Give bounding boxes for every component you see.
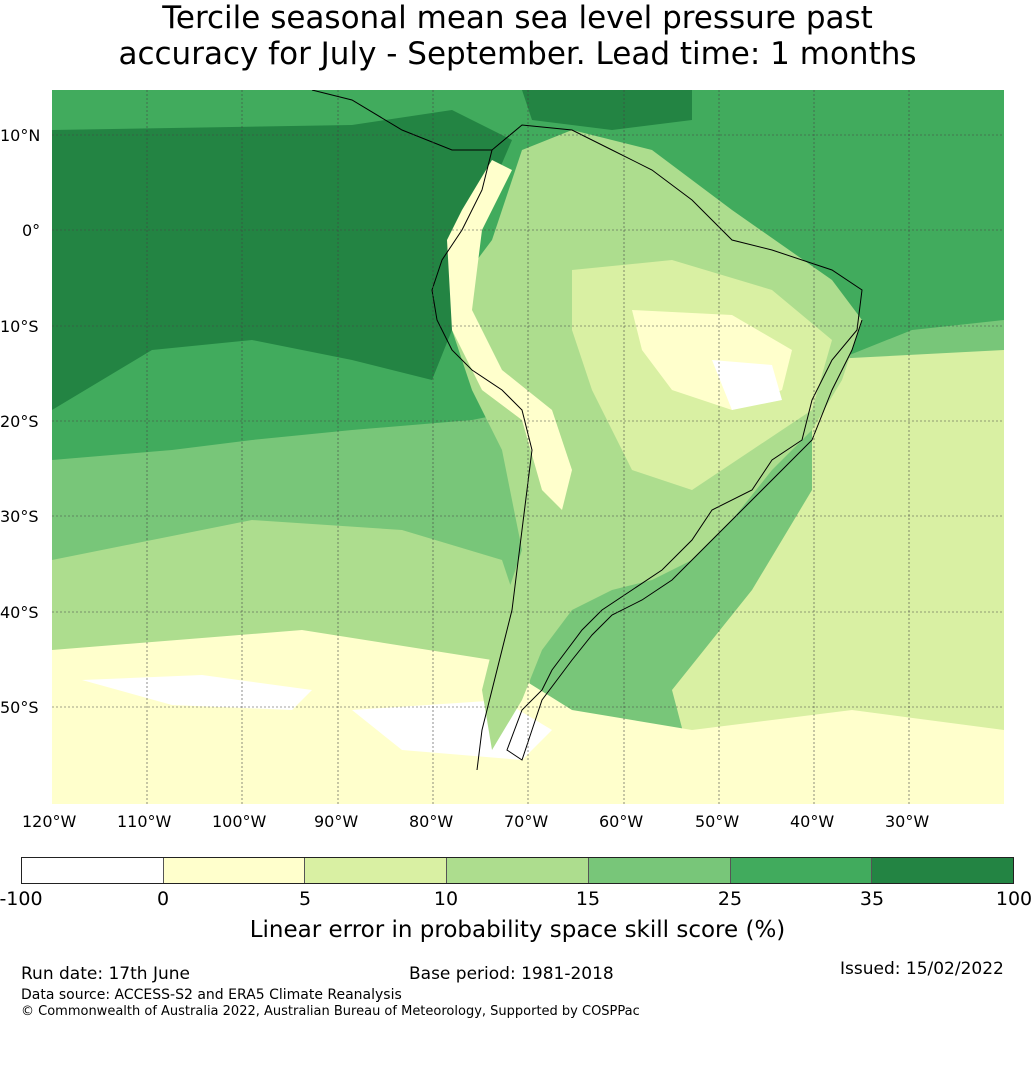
lon-label-70w: 70°W	[504, 812, 549, 831]
lon-label-50w: 50°W	[695, 812, 740, 831]
lon-label-30w: 30°W	[885, 812, 930, 831]
colorbar	[21, 857, 1014, 884]
map-canvas	[52, 90, 1004, 804]
chart-title: Tercile seasonal mean sea level pressure…	[0, 0, 1035, 72]
skill-zone-100-caribbean	[522, 90, 692, 130]
lat-label-30s: 30°S	[0, 507, 39, 526]
colorbar-tick: 100	[995, 888, 1033, 910]
colorbar-tick: -100	[0, 888, 43, 910]
title-line-2: accuracy for July - September. Lead time…	[118, 36, 917, 72]
lon-label-80w: 80°W	[409, 812, 454, 831]
skill-zone-neg-1	[82, 675, 312, 710]
colorbar-tick: 10	[433, 888, 459, 910]
colorbar-label: Linear error in probability space skill …	[249, 917, 786, 943]
title-line-1: Tercile seasonal mean sea level pressure…	[162, 0, 873, 36]
lon-label-120w: 120°W	[22, 812, 77, 831]
base-period: Base period: 1981-2018	[409, 964, 614, 984]
data-source: Data source: ACCESS-S2 and ERA5 Climate …	[21, 987, 402, 1003]
coastline-west	[431, 149, 533, 771]
colorbar-segment	[447, 858, 589, 883]
lon-label-90w: 90°W	[314, 812, 359, 831]
skill-zone-5-atlantic	[672, 350, 1004, 804]
colorbar-segment	[588, 858, 731, 883]
lon-label-100w: 100°W	[212, 812, 267, 831]
lat-label-20s: 20°S	[0, 412, 39, 431]
colorbar-tick: 35	[859, 888, 885, 910]
lon-label-40w: 40°W	[790, 812, 835, 831]
copyright: © Commonwealth of Australia 2022, Austra…	[21, 1004, 640, 1019]
lat-label-10s: 10°S	[0, 317, 39, 336]
issued-date: Issued: 15/02/2022	[840, 959, 1004, 979]
colorbar-segment	[163, 858, 306, 883]
coastline-east	[311, 90, 863, 761]
lat-label-50s: 50°S	[0, 698, 39, 717]
colorbar-segment	[305, 858, 448, 883]
run-date: Run date: 17th June	[21, 964, 190, 984]
colorbar-segment	[730, 858, 873, 883]
colorbar-tick: 25	[717, 888, 743, 910]
colorbar-segment	[872, 858, 1014, 883]
lat-label-10n: 10°N	[0, 126, 41, 145]
skill-score-map	[52, 90, 1004, 804]
lon-label-60w: 60°W	[599, 812, 644, 831]
colorbar-tick: 5	[298, 888, 312, 910]
colorbar-tick: 0	[156, 888, 170, 910]
colorbar-segment	[22, 858, 164, 883]
lon-label-110w: 110°W	[117, 812, 172, 831]
andes-band	[447, 160, 572, 510]
skill-zone-neg-interior	[712, 360, 782, 410]
lat-label-0: 0°	[22, 221, 41, 240]
lat-label-40s: 40°S	[0, 603, 39, 622]
colorbar-tick: 15	[575, 888, 601, 910]
skill-zone-100-pacific	[52, 110, 512, 410]
graticule	[52, 90, 1004, 804]
